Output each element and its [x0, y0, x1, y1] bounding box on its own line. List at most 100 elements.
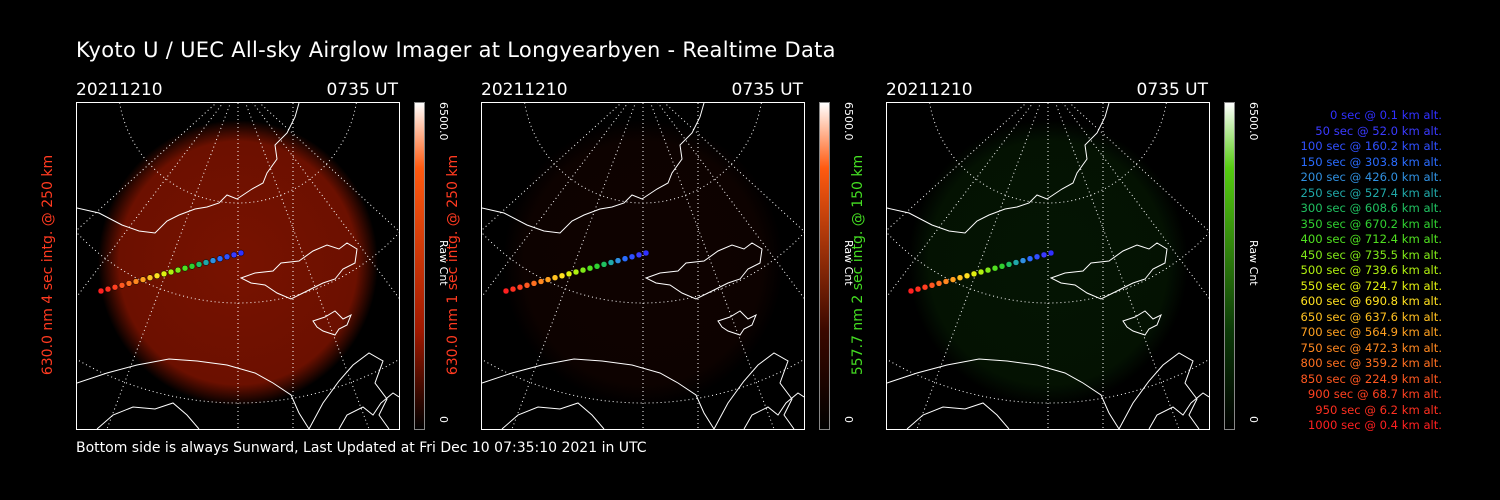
trajectory-point: [1005, 261, 1013, 268]
trajectory-point: [949, 276, 957, 283]
allsky-map-svg: [887, 103, 1209, 429]
legend-row: 1000 sec @ 0.4 km alt.: [1307, 418, 1442, 432]
colorbar-max: 6500.0: [437, 102, 450, 141]
trajectory-point: [167, 268, 175, 276]
trajectory-point: [970, 270, 978, 278]
colorbar: [414, 102, 425, 430]
legend-row: 300 sec @ 608.6 km alt.: [1300, 201, 1442, 215]
trajectory-point: [111, 283, 119, 291]
trajectory-point: [963, 272, 971, 280]
coastline: [887, 358, 1120, 429]
legend-row: 0 sec @ 0.1 km alt.: [1330, 108, 1442, 122]
trajectory-point: [230, 251, 238, 259]
trajectory-point: [1033, 253, 1041, 261]
legend-row: 250 sec @ 527.4 km alt.: [1300, 185, 1442, 200]
trajectory-point: [209, 257, 217, 264]
allsky-map-svg: [482, 103, 804, 429]
trajectory-point: [502, 287, 510, 295]
coastline: [887, 103, 1110, 234]
legend-row: 350 sec @ 670.2 km alt.: [1300, 216, 1442, 231]
trajectory-point: [984, 266, 992, 274]
trajectory-point: [174, 266, 182, 274]
airglow-panel-630-1sec: 20211210 0735 UT 630.0 nm 1 sec intg. @ …: [445, 80, 881, 430]
trajectory-point: [160, 270, 168, 278]
trajectory-point: [202, 259, 210, 266]
trajectory-point: [956, 274, 964, 281]
coastline: [482, 103, 705, 234]
allsky-image: [886, 102, 1210, 430]
trajectory-point: [593, 263, 601, 270]
trajectory-point: [942, 278, 950, 285]
trajectory-point: [118, 282, 126, 289]
legend-row: 850 sec @ 224.9 km alt.: [1300, 371, 1442, 386]
trajectory-point: [998, 263, 1006, 270]
coastline: [239, 242, 358, 300]
trajectory-point: [565, 270, 573, 278]
coastline: [312, 310, 352, 336]
trajectory-point: [977, 268, 985, 276]
colorbar-unit: Raw Cnt: [437, 240, 450, 286]
coastline: [906, 402, 1010, 429]
page-title: Kyoto U / UEC All-sky Airglow Imager at …: [76, 38, 836, 62]
coastline: [338, 392, 399, 429]
trajectory-point: [991, 264, 999, 272]
trajectory-point: [216, 255, 224, 262]
panel-wavelength-label: 630.0 nm 1 sec intg. @ 250 km: [445, 154, 461, 376]
trajectory-point: [195, 261, 203, 268]
colorbar-min: 0: [1247, 416, 1260, 423]
legend-row: 900 sec @ 68.7 km alt.: [1307, 387, 1442, 401]
colorbar-unit: Raw Cnt: [842, 240, 855, 286]
legend-row: 450 sec @ 735.5 km alt.: [1300, 247, 1442, 262]
airglow-panel-630-4sec: 20211210 0735 UT 630.0 nm 4 sec intg. @ …: [40, 80, 476, 430]
trajectory-point: [614, 257, 622, 264]
trajectory-point: [509, 285, 517, 293]
trajectory-point: [132, 278, 140, 285]
legend-row: 400 sec @ 712.4 km alt.: [1300, 232, 1442, 246]
panel-wavelength-label: 557.7 nm 2 sec intg. @ 150 km: [850, 154, 866, 376]
trajectory-point: [921, 283, 929, 291]
panel-time: 0735 UT: [326, 80, 399, 100]
coastline: [717, 310, 757, 336]
legend-row: 150 sec @ 303.8 km alt.: [1300, 154, 1442, 169]
trajectory-point: [544, 276, 552, 283]
legend-row: 500 sec @ 739.6 km alt.: [1300, 263, 1442, 277]
trajectory-point: [628, 253, 636, 261]
legend-row: 550 sec @ 724.7 km alt.: [1300, 278, 1442, 293]
trajectory-point: [907, 287, 915, 295]
trajectory-point: [635, 251, 643, 259]
colorbar-min: 0: [842, 416, 855, 423]
coastline: [96, 402, 200, 429]
trajectory-point: [125, 280, 133, 287]
panel-date: 20211210: [76, 80, 163, 100]
colorbar-max: 6500.0: [1247, 102, 1260, 141]
trajectory-point: [223, 253, 231, 261]
trajectory-point: [1026, 255, 1034, 262]
trajectory-point: [530, 280, 538, 287]
coastline: [743, 392, 804, 429]
colorbar-min: 0: [437, 416, 450, 423]
legend-row: 600 sec @ 690.8 km alt.: [1300, 294, 1442, 308]
trajectory-point: [139, 276, 147, 283]
trajectory-point: [97, 287, 105, 295]
trajectory-point: [153, 272, 161, 280]
colorbar-max: 6500.0: [842, 102, 855, 141]
trajectory-legend: 0 sec @ 0.1 km alt. 50 sec @ 52.0 km alt.…: [1262, 108, 1442, 434]
trajectory-point: [935, 280, 943, 287]
trajectory-point: [104, 285, 112, 293]
trajectory-point: [516, 283, 524, 291]
legend-row: 100 sec @ 160.2 km alt.: [1300, 139, 1442, 153]
legend-row: 750 sec @ 472.3 km alt.: [1300, 340, 1442, 355]
allsky-image: [481, 102, 805, 430]
colorbar: [819, 102, 830, 430]
trajectory-point: [146, 274, 154, 281]
trajectory-point: [1012, 259, 1020, 266]
trajectory-point: [188, 263, 196, 270]
panel-date: 20211210: [481, 80, 568, 100]
coastline: [77, 103, 300, 234]
coastline: [501, 402, 605, 429]
trajectory-point: [1047, 249, 1055, 257]
coastline: [1049, 242, 1168, 300]
coastline: [644, 242, 763, 300]
coastline: [77, 358, 310, 429]
trajectory-point: [914, 285, 922, 293]
